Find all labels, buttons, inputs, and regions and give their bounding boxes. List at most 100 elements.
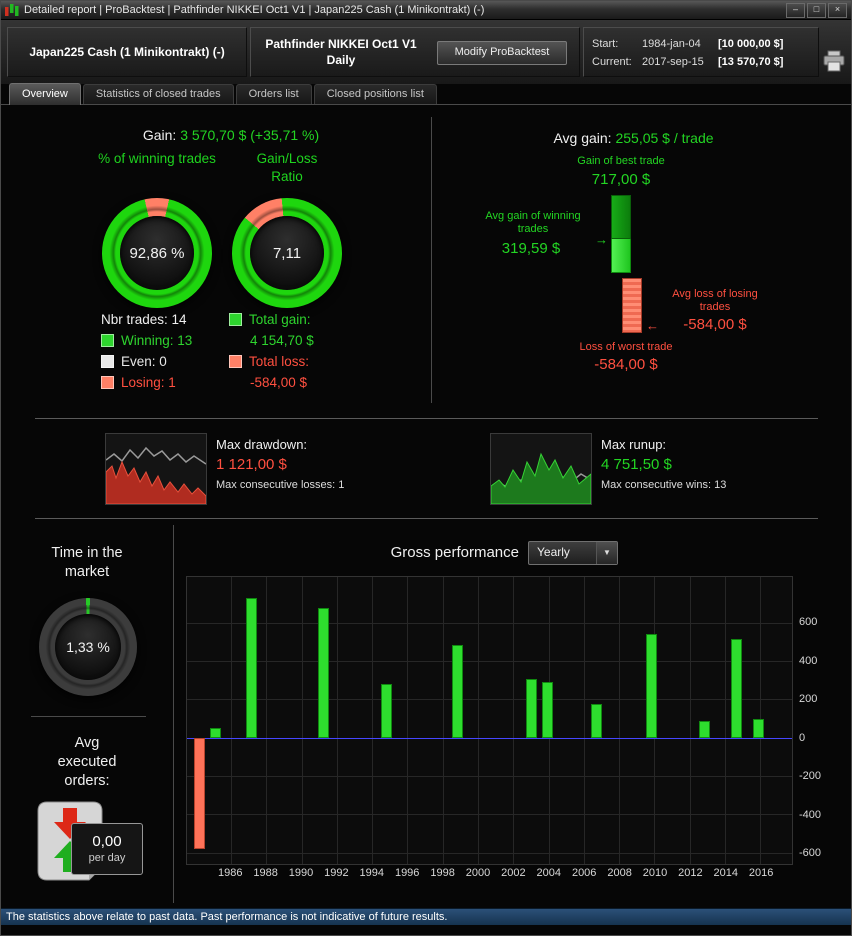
ratio-donut-title: Gain/Loss Ratio [256, 151, 318, 184]
best-trade-bar [611, 195, 631, 273]
system-timeframe: Daily [326, 53, 356, 67]
y-tick-label: -200 [799, 770, 822, 783]
x-tick-label: 2000 [465, 867, 491, 879]
avg-gain-label: Avg gain: [553, 130, 612, 146]
avg-orders-title-line1: Avg [74, 735, 100, 751]
printer-icon[interactable] [822, 50, 846, 77]
losing-swatch [101, 376, 114, 389]
gain-loss-ratio-donut: 7,11 [232, 198, 342, 308]
x-tick-label: 1988 [253, 867, 278, 879]
close-button[interactable]: × [828, 2, 847, 18]
y-tick-label: 200 [799, 693, 818, 706]
current-capital: [13 570,70 $] [718, 56, 784, 68]
ratio-donut-hole [250, 216, 324, 290]
grid-line-vertical [442, 577, 444, 864]
max-runup-value: 4 751,50 $ [601, 456, 672, 473]
current-label: Current: [592, 56, 632, 68]
max-consecutive-wins: Max consecutive wins: 13 [601, 479, 727, 491]
top-section-divider [431, 117, 432, 403]
gain-label: Gain: [142, 127, 177, 143]
grid-line-horizontal [187, 814, 792, 816]
avg-win-label: Avg gain of winning trades [485, 210, 581, 235]
gain-headline: Gain: 3 570,70 $ (+35,71 %) [31, 127, 431, 143]
x-tick-label: 1996 [394, 867, 420, 879]
drawdown-chart-icon [105, 433, 207, 505]
x-tick-label: 2008 [607, 867, 632, 879]
grid-line-horizontal [187, 699, 792, 701]
gain-value: 3 570,70 $ (+35,71 %) [180, 127, 320, 143]
grid-line-vertical [301, 577, 303, 864]
performance-bar [753, 718, 765, 738]
performance-bar [730, 639, 742, 738]
grid-line-vertical [478, 577, 479, 864]
performance-bar [194, 737, 206, 850]
time-in-market-donut: 1,33 % [39, 598, 137, 696]
chevron-down-icon[interactable]: ▼ [596, 542, 617, 564]
arrow-right-icon: → [595, 232, 608, 247]
window-title: Detailed report | ProBacktest | Pathfind… [24, 4, 485, 16]
y-tick-label: 400 [799, 654, 818, 667]
x-tick-label: 1992 [324, 867, 349, 879]
x-tick-label: 2002 [501, 867, 526, 879]
avg-orders-title-line2: executed [57, 754, 117, 770]
minimize-button[interactable]: – [786, 2, 805, 18]
zero-line [187, 737, 792, 739]
tab-overview[interactable]: Overview [9, 83, 81, 105]
tab-orders-list[interactable]: Orders list [235, 84, 312, 104]
x-tick-label: 1998 [430, 867, 455, 879]
tab-statistics-of-closed-trades[interactable]: Statistics of closed trades [82, 84, 234, 104]
grid-line-vertical [266, 577, 268, 864]
grid-line-vertical [336, 577, 338, 864]
even-label: Even: 0 [121, 354, 167, 369]
chart-y-axis: 600 400 200 0 -200 -400 -600 [793, 576, 841, 865]
grid-line-vertical [619, 577, 621, 864]
grid-line-vertical [231, 577, 233, 864]
winning-trades-donut: 92,86 % [102, 198, 212, 308]
y-tick-label: 600 [799, 616, 818, 629]
modify-probacktest-button[interactable]: Modify ProBacktest [437, 41, 567, 65]
start-label: Start: [592, 38, 619, 50]
total-loss-swatch [229, 355, 242, 368]
performance-bar [381, 684, 393, 738]
runup-chart-icon [490, 433, 592, 505]
gross-performance-title: Gross performance [390, 544, 519, 561]
winning-donut-hole [120, 216, 194, 290]
arrow-left-icon: ← [646, 318, 659, 333]
tab-bar: Overview Statistics of closed trades Ord… [1, 83, 851, 105]
grid-line-vertical [372, 577, 374, 864]
max-drawdown-value: 1 121,00 $ [216, 456, 287, 473]
total-loss-row: Total loss: [229, 351, 314, 372]
performance-bar [591, 704, 603, 738]
grid-line-vertical [583, 577, 585, 864]
x-tick-label: 1994 [359, 867, 385, 879]
worst-trade-label: Loss of worst trade [579, 341, 673, 353]
avg-gain-value: 255,05 $ / trade [615, 130, 714, 146]
app-candlestick-icon [5, 4, 19, 16]
period-dropdown[interactable]: Yearly ▼ [528, 541, 618, 565]
gain-loss-ratio-value: 7,11 [272, 244, 302, 262]
avg-loss-label: Avg loss of losing trades [672, 288, 758, 313]
avg-orders-title-line3: orders: [64, 773, 110, 789]
best-trade-label: Gain of best trade [577, 155, 665, 167]
legend-row-even: Even: 0 [101, 351, 192, 372]
total-gain-label: Total gain: [249, 312, 311, 327]
tab-closed-positions-list[interactable]: Closed positions list [313, 84, 437, 104]
grid-line-vertical [724, 577, 726, 864]
x-tick-label: 2006 [571, 867, 597, 879]
maximize-button[interactable]: □ [807, 2, 826, 18]
y-tick-label: -400 [799, 808, 822, 821]
best-trade-value: 717,00 $ [591, 171, 651, 188]
section-divider-1 [35, 418, 818, 419]
trades-legend: Nbr trades: 14 Winning: 13 Even: 0 Losin… [101, 309, 192, 393]
buy-arrow-up-icon [54, 841, 86, 872]
totals-block: Total gain: 4 154,70 $ Total loss: -584,… [229, 309, 314, 393]
runup-block: Max runup: 4 751,50 $ Max consecutive wi… [601, 437, 726, 491]
grid-line-vertical [513, 577, 515, 864]
left-column-divider [31, 716, 146, 717]
section-divider-2 [35, 518, 818, 519]
performance-bar [698, 720, 710, 738]
avg-orders-value: 0,00 [92, 833, 122, 850]
max-drawdown-label: Max drawdown: [216, 437, 308, 452]
avg-orders-value-box: 0,00 per day [71, 823, 143, 875]
